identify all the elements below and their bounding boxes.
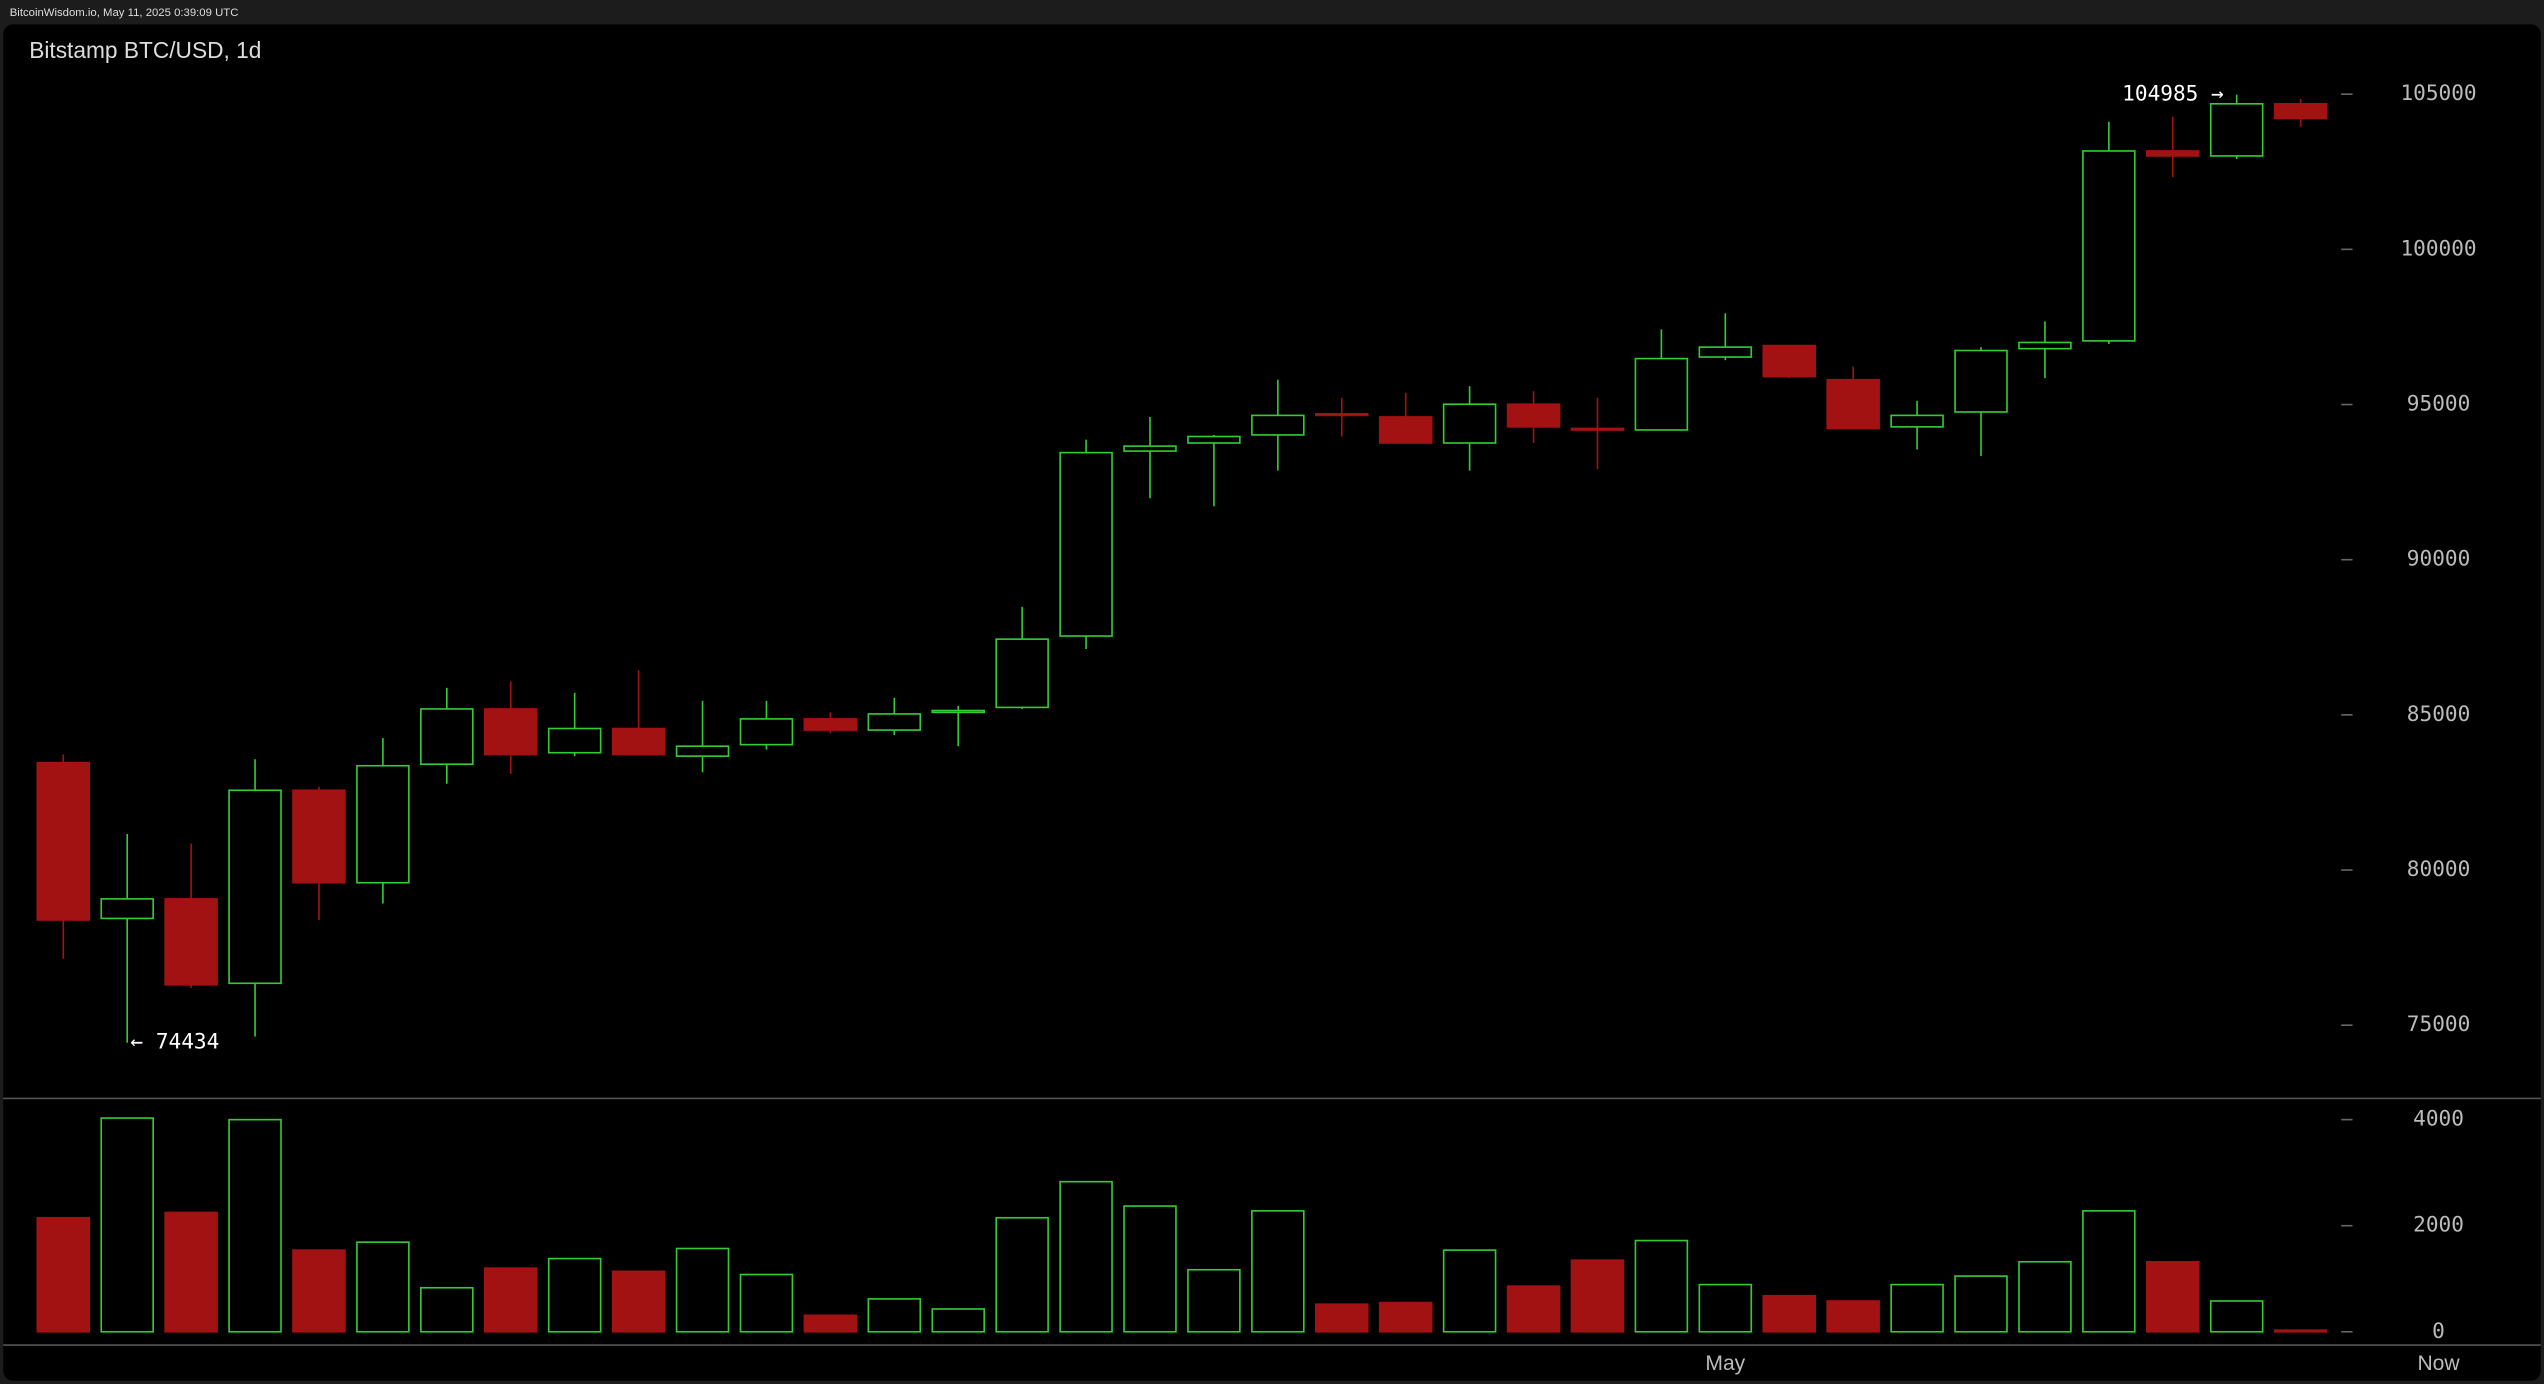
chart-title: Bitstamp BTC/USD, 1d (29, 37, 261, 63)
volume-bar (1954, 1275, 2008, 1333)
candle-body (1123, 445, 1177, 452)
y-tick-label: 95000 (2407, 391, 2470, 416)
volume-bar (739, 1273, 794, 1333)
candle-body (1890, 414, 1944, 428)
volume-bar (2018, 1260, 2072, 1333)
candle-body (1762, 344, 1817, 378)
volume-bar (995, 1216, 1049, 1333)
candle-body (931, 709, 985, 714)
y-tick-label: 80000 (2407, 856, 2470, 881)
candle-body (1698, 346, 1753, 358)
candle-body (2146, 150, 2200, 157)
candle-body (2273, 102, 2328, 120)
volume-bar (1506, 1285, 1561, 1333)
volume-bar (1378, 1301, 1433, 1333)
candle-body (292, 789, 346, 884)
plot-area (3, 24, 2541, 1381)
volume-bar (547, 1257, 602, 1333)
candle-body (867, 713, 922, 731)
candle-body (1954, 349, 2008, 413)
volume-bar (1570, 1259, 1625, 1333)
candle-body (1506, 403, 1561, 428)
volume-bar (803, 1314, 858, 1333)
candle-body (2082, 150, 2136, 342)
volume-bar (1251, 1210, 1305, 1333)
candle-body (675, 745, 730, 757)
volume-bar (164, 1211, 218, 1333)
volume-bar (420, 1286, 474, 1333)
volume-bar (36, 1216, 91, 1333)
volume-bar (611, 1270, 666, 1333)
candle-body (739, 718, 794, 746)
volume-bar (2273, 1329, 2328, 1333)
y-tick-label: 100000 (2400, 235, 2476, 260)
volume-bar (1634, 1239, 1689, 1333)
candle-body (483, 708, 538, 756)
volume-bar (1698, 1283, 1753, 1333)
volume-bar (292, 1249, 346, 1333)
x-end-label: Now (2417, 1352, 2460, 1375)
volume-bar (1187, 1268, 1241, 1333)
volume-bar (931, 1308, 985, 1333)
candle-body (420, 708, 474, 766)
candle-body (36, 761, 91, 921)
y-tick-label: 2000 (2413, 1212, 2464, 1237)
header: BitcoinWisdom.io, May 11, 2025 0:39:09 U… (10, 7, 239, 19)
candle-body (100, 898, 154, 920)
volume-bar (228, 1118, 282, 1333)
annotation: 104985 → (2122, 81, 2224, 106)
volume-bar (1826, 1300, 1880, 1333)
y-tick-label: 85000 (2407, 701, 2470, 726)
candle-body (2018, 341, 2072, 350)
volume-bar (356, 1241, 410, 1333)
y-tick-label: 105000 (2400, 80, 2476, 105)
candle-body (1251, 414, 1305, 436)
candle-body (1442, 403, 1497, 444)
candle-body (803, 718, 858, 731)
volume-bar (483, 1267, 538, 1333)
volume-bar (1059, 1180, 1113, 1333)
candle-body (356, 764, 410, 884)
annotation: ← 74434 (130, 1029, 219, 1054)
volume-bar (2146, 1260, 2200, 1333)
candle-body (995, 638, 1049, 709)
candle-body (228, 789, 282, 985)
candle-body (1378, 416, 1433, 444)
volume-bar (2209, 1300, 2264, 1333)
volume-bar (1442, 1249, 1497, 1333)
candle-body (164, 898, 218, 986)
y-tick-label: 90000 (2407, 546, 2470, 571)
candle-body (1059, 451, 1113, 637)
y-tick-label: 75000 (2407, 1011, 2470, 1036)
volume-bar (1123, 1205, 1177, 1333)
candle-body (2209, 102, 2264, 157)
volume-bar (2082, 1210, 2136, 1333)
y-tick-label: 4000 (2413, 1106, 2464, 1131)
candle-body (611, 727, 666, 756)
candle-body (1826, 378, 1880, 430)
candle-body (1570, 427, 1625, 431)
y-tick-label: 0 (2432, 1318, 2445, 1343)
candle-body (1314, 413, 1369, 417)
volume-bar (1314, 1303, 1369, 1333)
volume-bar (1762, 1294, 1817, 1333)
candle-body (1187, 435, 1241, 444)
volume-bar (100, 1117, 154, 1333)
x-tick-label: May (1705, 1352, 1745, 1375)
volume-bar (675, 1247, 730, 1333)
candle-body (1634, 357, 1689, 431)
candle-body (547, 727, 602, 754)
volume-bar (867, 1298, 922, 1333)
volume-bar (1890, 1283, 1944, 1333)
